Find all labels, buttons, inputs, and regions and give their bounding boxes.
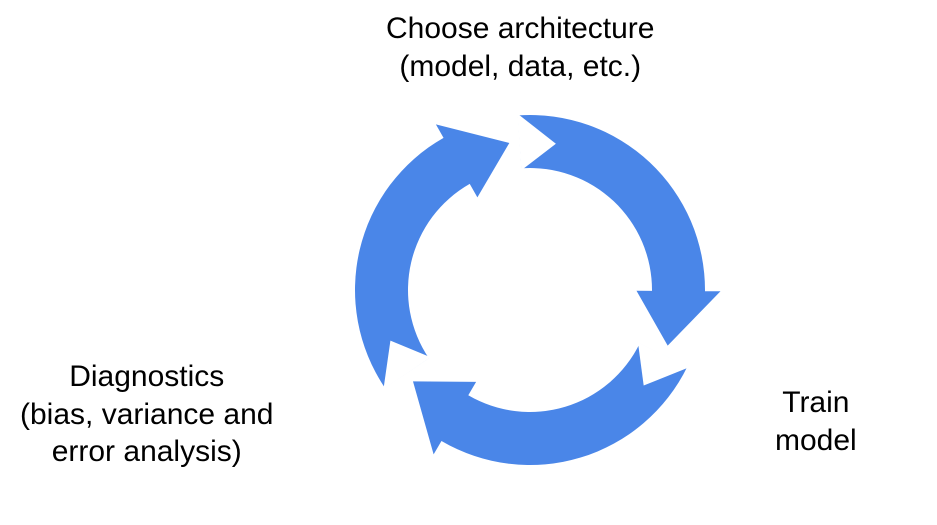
cycle-arrow-segment xyxy=(355,124,509,387)
label-train-model: Train model xyxy=(775,384,857,459)
label-diagnostics: Diagnostics (bias, variance and error an… xyxy=(20,358,273,471)
label-choose-architecture: Choose architecture (model, data, etc.) xyxy=(386,10,654,85)
cycle-diagram: Choose architecture (model, data, etc.) … xyxy=(0,0,937,525)
